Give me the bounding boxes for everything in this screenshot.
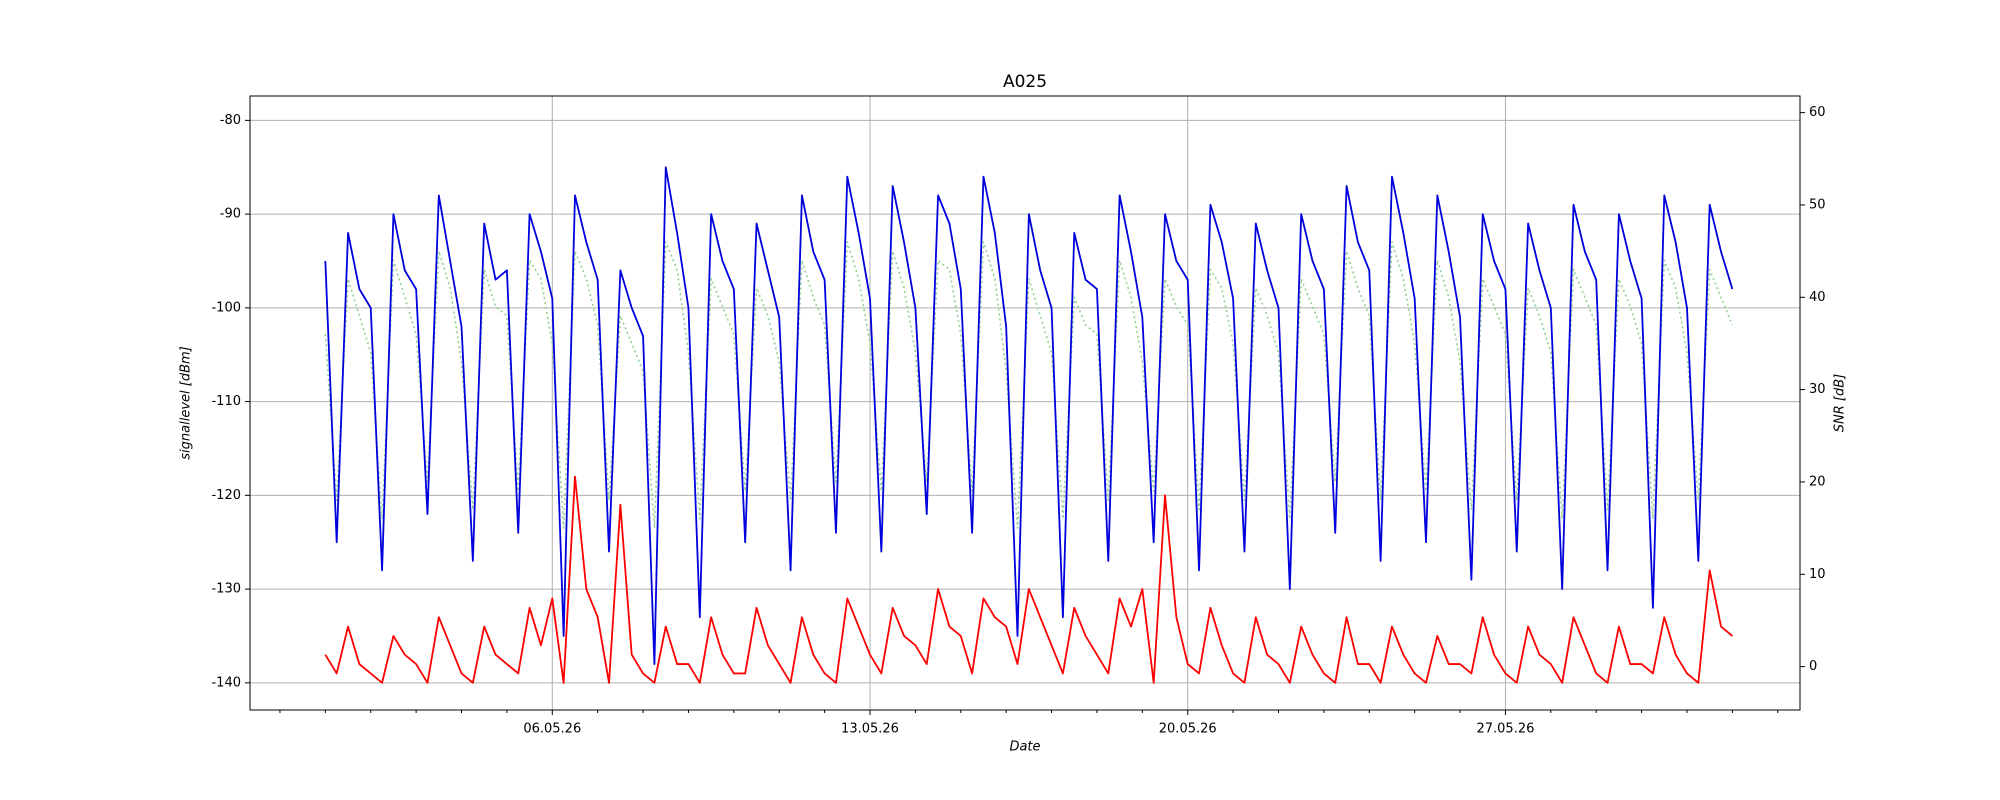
y2-tick-label: 0 — [1809, 659, 1817, 674]
y2-tick-label: 60 — [1809, 105, 1826, 120]
y-tick-label: -90 — [220, 207, 241, 222]
chart-title: A025 — [1003, 72, 1047, 92]
y-tick-label: -100 — [211, 300, 241, 315]
y-axis-label: signallevel [dBm] — [179, 346, 194, 459]
data-line — [324, 166, 1734, 665]
x-tick-label: 27.05.26 — [1476, 722, 1534, 737]
y2-tick-label: 10 — [1809, 567, 1826, 582]
y-tick-label: -140 — [211, 675, 241, 690]
plot-frame — [249, 95, 1801, 711]
x-tick-label: 06.05.26 — [523, 722, 581, 737]
y2-tick-label: 30 — [1809, 382, 1826, 397]
y2-axis-label: SNR [dB] — [1833, 374, 1848, 432]
y-tick-label: -120 — [211, 488, 241, 503]
x-tick-label: 13.05.26 — [841, 722, 899, 737]
y2-tick-label: 40 — [1809, 290, 1826, 305]
y-tick-label: -130 — [211, 582, 241, 597]
y2-tick-label: 50 — [1809, 197, 1826, 212]
x-tick-label: 20.05.26 — [1159, 722, 1217, 737]
data-line — [324, 241, 1734, 529]
y-tick-label: -80 — [220, 113, 241, 128]
data-line — [324, 475, 1733, 684]
x-axis-label: Date — [1009, 740, 1040, 755]
y-tick-label: -110 — [211, 394, 241, 409]
y2-tick-label: 20 — [1809, 474, 1826, 489]
